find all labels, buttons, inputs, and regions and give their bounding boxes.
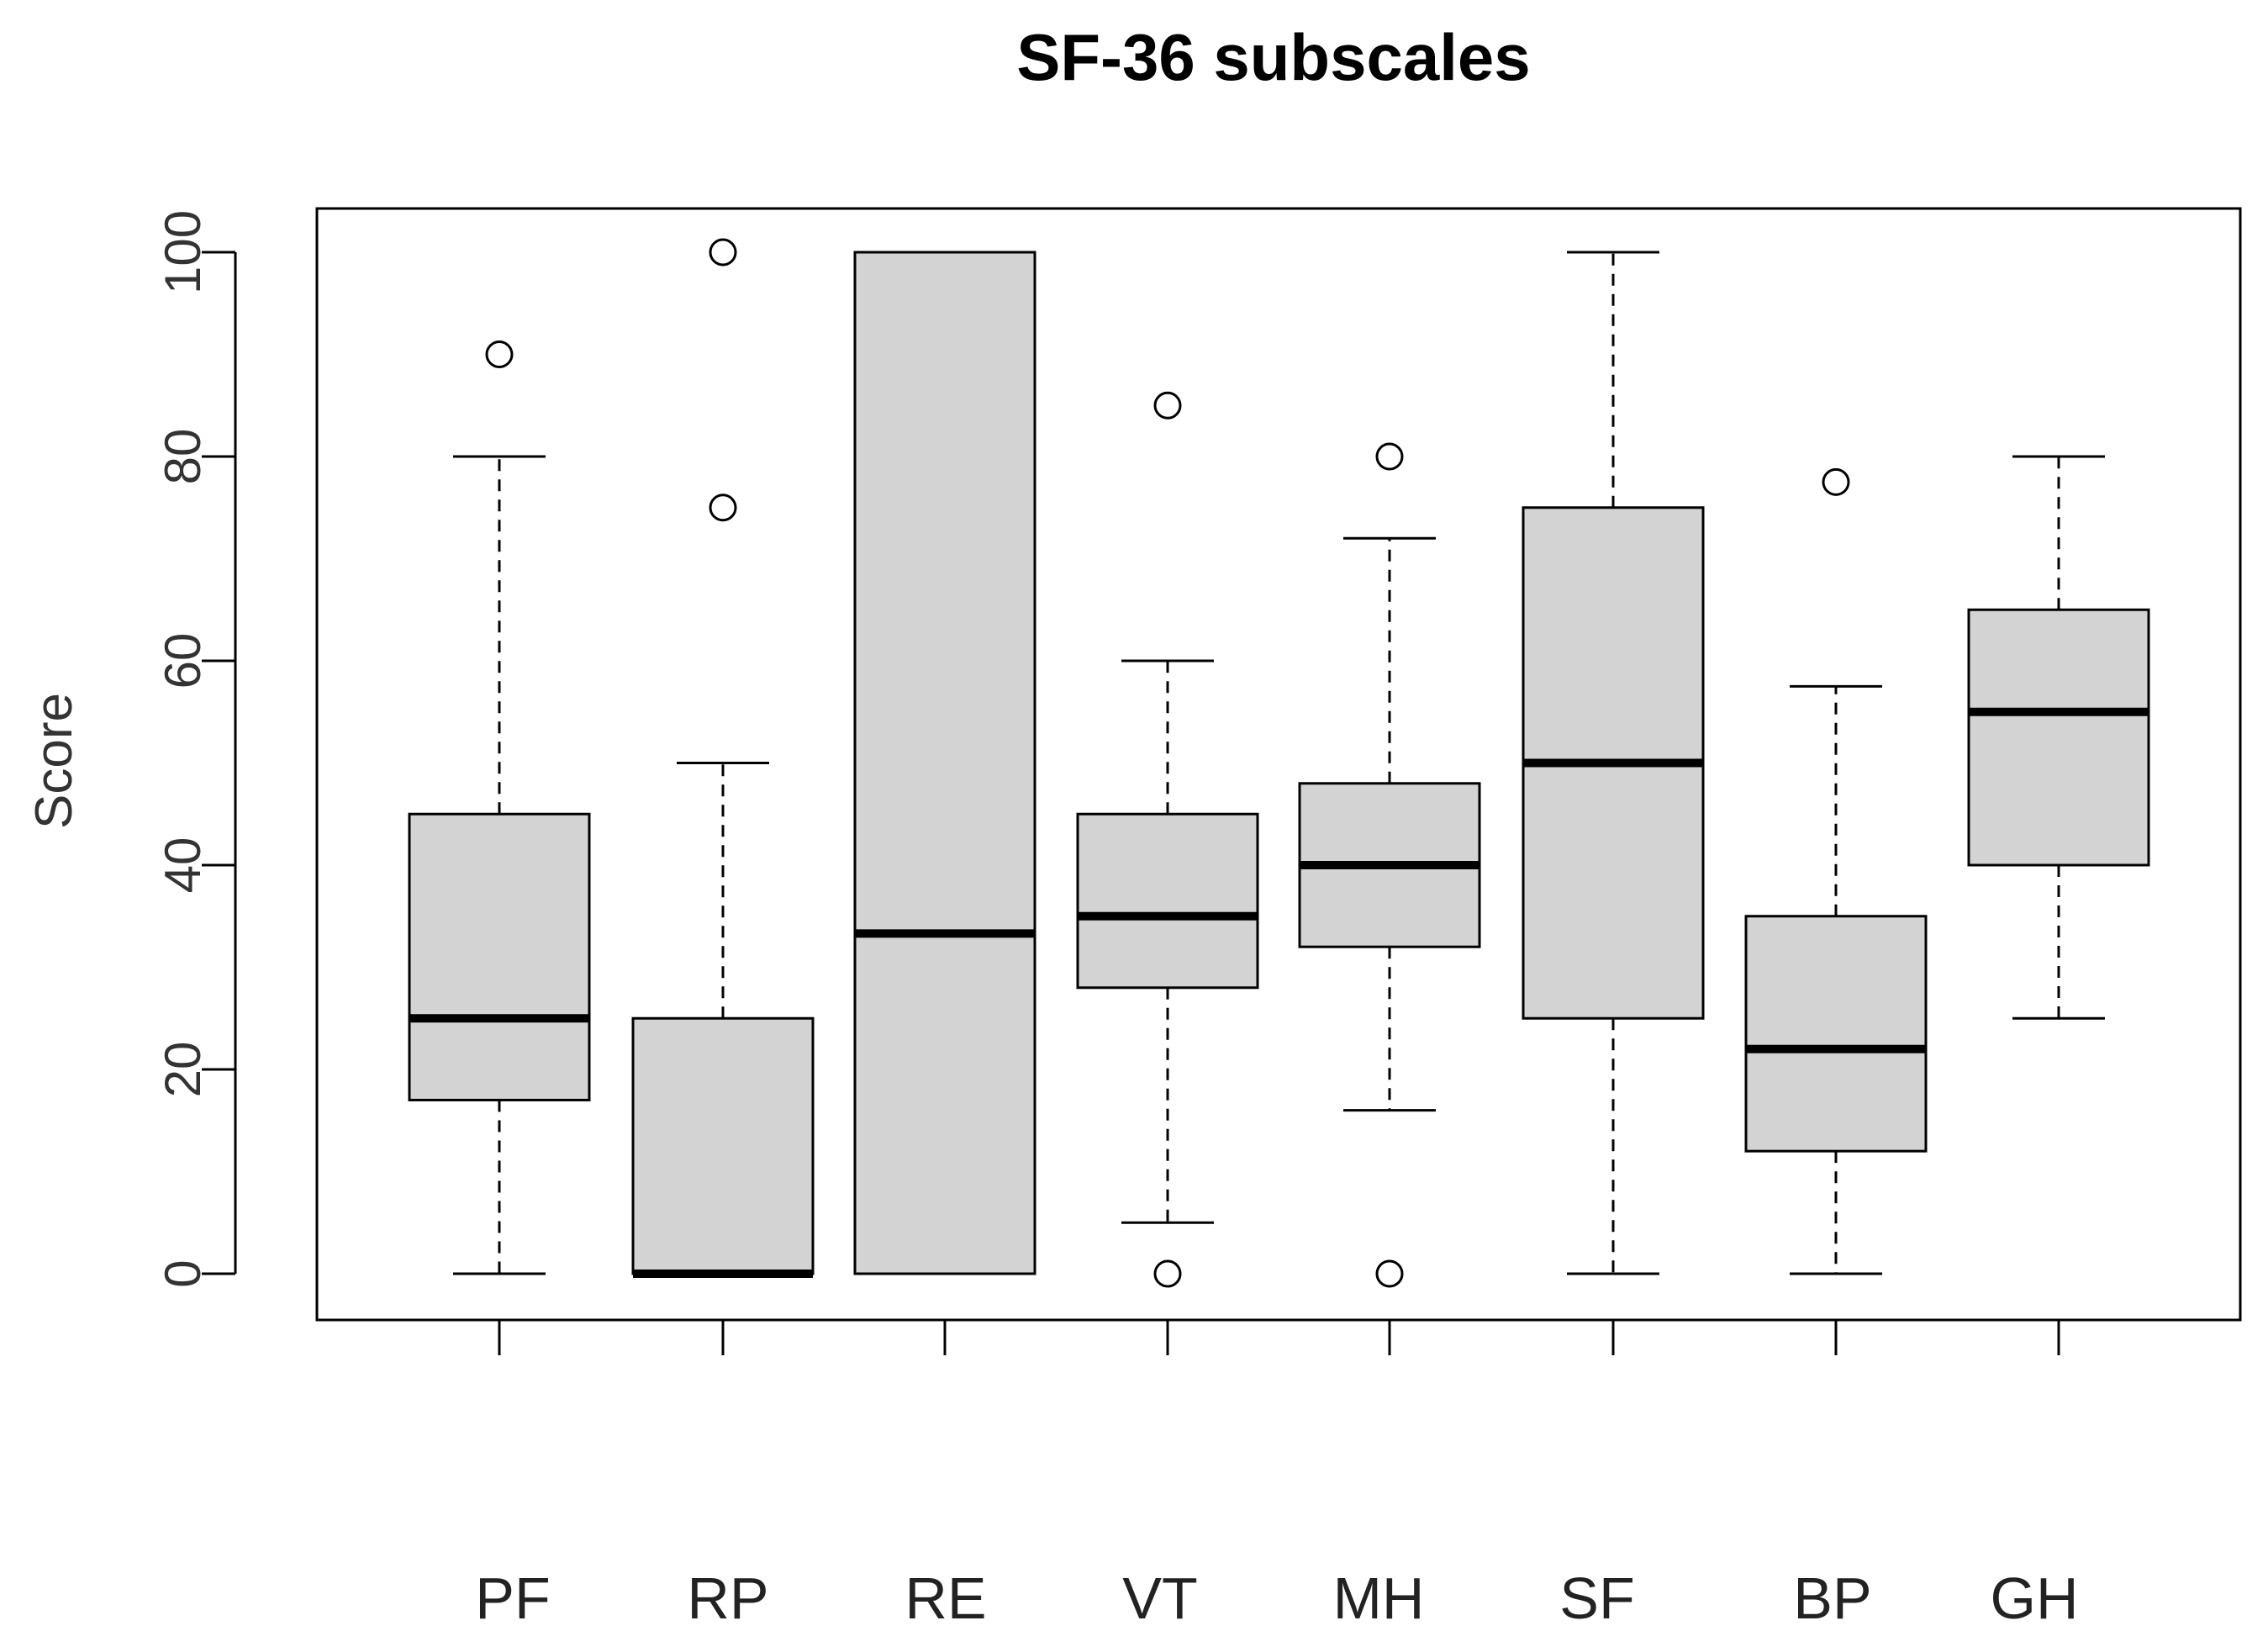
box-mh: [1298, 442, 1481, 1288]
iqr-box: [1076, 812, 1259, 990]
y-axis: 0 20 40 60 80 100: [155, 210, 237, 1288]
box-rp: [631, 238, 815, 1278]
iqr-box: [1967, 608, 2150, 867]
category-label-gh: GH: [1991, 1565, 2079, 1631]
y-axis-label: Score: [25, 693, 83, 829]
box-vt: [1076, 391, 1259, 1288]
iqr-box: [853, 251, 1036, 1275]
y-tick-label-60: 60: [155, 633, 211, 689]
plot-frame: [315, 207, 2242, 1322]
outlier-point: [709, 238, 737, 267]
iqr-box: [631, 1016, 815, 1275]
y-tick-label-20: 20: [155, 1042, 211, 1098]
category-label-mh: MH: [1333, 1565, 1425, 1631]
box-sf: [1522, 251, 1705, 1275]
category-label-re: RE: [905, 1565, 986, 1631]
iqr-box: [408, 812, 591, 1101]
outlier-point: [1375, 442, 1404, 471]
box-bp: [1744, 467, 1928, 1275]
y-tick-label-100: 100: [155, 210, 211, 294]
outlier-point: [485, 340, 514, 368]
category-label-rp: RP: [687, 1565, 768, 1631]
outlier-point: [1153, 1259, 1182, 1288]
box-pf: [408, 340, 591, 1275]
outlier-point: [1375, 1259, 1404, 1288]
iqr-box: [1744, 915, 1928, 1153]
outlier-point: [1153, 391, 1182, 420]
y-tick-label-80: 80: [155, 429, 211, 485]
box-group: [408, 238, 2150, 1288]
category-label-pf: PF: [475, 1565, 550, 1631]
chart-title: SF-36 subscales: [1016, 20, 1530, 94]
category-label-bp: BP: [1793, 1565, 1871, 1631]
outlier-point: [1822, 467, 1850, 496]
outlier-point: [709, 494, 737, 522]
category-labels: PF RP RE VT MH SF BP GH: [475, 1565, 2078, 1631]
category-label-sf: SF: [1559, 1565, 1634, 1631]
category-label-vt: VT: [1122, 1565, 1197, 1631]
box-gh: [1967, 455, 2150, 1020]
y-tick-label-40: 40: [155, 837, 211, 894]
box-re: [853, 251, 1036, 1275]
y-tick-label-0: 0: [155, 1259, 211, 1287]
x-axis-ticks: [498, 1320, 2060, 1355]
